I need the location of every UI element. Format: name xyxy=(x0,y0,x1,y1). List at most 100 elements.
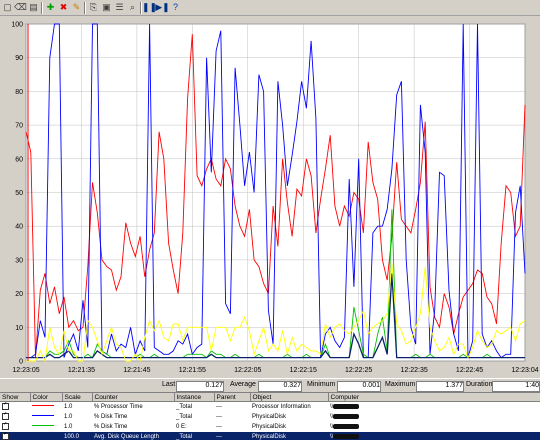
y-tick-label: 70 xyxy=(15,123,23,130)
x-tick-label: 12:21:45 xyxy=(123,367,150,374)
y-tick-label: 40 xyxy=(15,224,23,231)
toolbar-separator xyxy=(84,1,86,14)
color-swatch xyxy=(32,434,54,436)
zoom-icon[interactable]: ⌕ xyxy=(129,2,136,12)
show-checkbox[interactable] xyxy=(2,412,9,420)
computer-cell: \\ xyxy=(328,412,540,422)
scale-cell: 1.0 xyxy=(64,403,73,410)
computer-name: \\ xyxy=(330,404,334,410)
legend-row[interactable]: 1.0 % Processor Time _Total --- Processor In… xyxy=(0,402,540,413)
show-cell xyxy=(0,412,30,422)
legend-header-parent[interactable]: Parent xyxy=(214,393,251,402)
legend-row[interactable]: 1.0 % Disk Time _Total --- PhysicalDisk \\ xyxy=(0,412,540,422)
legend-header-instance[interactable]: Instance xyxy=(174,393,215,402)
redacted-computer-name xyxy=(333,434,360,439)
x-tick-label: 12:22:35 xyxy=(400,367,427,374)
series-line-2 xyxy=(26,23,526,359)
statistics-bar: Last 0.127 Average 0.327 Minimum 0.001 M… xyxy=(0,378,540,393)
y-tick-label: 20 xyxy=(15,291,23,298)
paste-counter-list-icon[interactable]: ▣ xyxy=(102,2,111,12)
help-icon[interactable]: ? xyxy=(172,2,178,12)
computer-cell: \\ xyxy=(328,402,540,413)
object-cell: PhysicalDisk xyxy=(252,423,287,430)
scale-cell: 1.0 xyxy=(64,413,73,420)
scale-cell: 100.0 xyxy=(62,432,92,440)
color-cell xyxy=(30,432,62,440)
x-tick-label: 12:22:45 xyxy=(456,367,483,374)
object-cell: Processor Information xyxy=(252,403,311,410)
color-cell xyxy=(30,412,62,422)
y-tick-label: 30 xyxy=(15,257,23,264)
show-checkbox[interactable] xyxy=(2,402,9,410)
legend-header-counter[interactable]: Counter xyxy=(92,393,175,402)
color-cell xyxy=(30,402,62,413)
y-tick-label: 10 xyxy=(15,325,23,332)
last-label: Last xyxy=(162,381,176,388)
computer-cell: \\ xyxy=(328,432,540,440)
color-cell xyxy=(30,422,62,432)
show-cell xyxy=(0,422,30,432)
toolbar-separator xyxy=(41,1,43,14)
object-cell: PhysicalDisk xyxy=(250,432,328,440)
counter-cell: % Processor Time xyxy=(94,403,143,410)
maximum-label: Maximum xyxy=(385,381,416,388)
series-line-5 xyxy=(26,263,526,363)
copy-properties-icon[interactable]: ⎘ xyxy=(89,2,98,12)
instance-cell: 0 E: xyxy=(176,423,187,430)
highlight-icon[interactable]: ✎ xyxy=(72,2,81,12)
x-tick-label: 12:21:35 xyxy=(68,367,95,374)
color-swatch xyxy=(32,424,54,426)
parent-cell: --- xyxy=(216,403,222,410)
legend-row[interactable]: 1.0 % Disk Time 0 E: --- PhysicalDisk \\ xyxy=(0,422,540,432)
object-cell: PhysicalDisk xyxy=(252,413,287,420)
y-tick-label: 80 xyxy=(15,89,23,96)
scale-cell: 1.0 xyxy=(64,423,73,430)
legend-header-object[interactable]: Object xyxy=(250,393,329,402)
legend-header-color[interactable]: Color xyxy=(30,393,63,402)
x-tick-label: 12:22:05 xyxy=(234,367,261,374)
maximum-value: 1.377 xyxy=(416,381,464,392)
series-line-4 xyxy=(26,273,525,359)
color-swatch xyxy=(32,414,54,416)
average-value: 0.327 xyxy=(258,381,302,392)
x-tick-label: 12:22:15 xyxy=(290,367,317,374)
instance-cell: _Total xyxy=(176,403,193,410)
computer-name: \\ xyxy=(330,424,334,430)
delete-counter-icon[interactable]: ✖ xyxy=(59,2,68,12)
x-tick-label: 12:23:04 xyxy=(511,367,538,374)
add-counter-icon[interactable]: ✚ xyxy=(46,2,55,12)
show-cell xyxy=(0,402,30,413)
properties-icon[interactable]: ☰ xyxy=(115,2,124,12)
y-tick-label: 60 xyxy=(15,156,23,163)
y-tick-label: 50 xyxy=(15,190,23,197)
freeze-display-icon[interactable]: ❚❚ xyxy=(141,2,158,12)
minimum-value: 0.001 xyxy=(337,381,381,392)
view-current-activity-icon[interactable]: ▤ xyxy=(29,2,38,12)
counter-cell: % Disk Time xyxy=(94,423,128,430)
color-swatch xyxy=(32,404,54,406)
legend-header-computer[interactable]: Computer xyxy=(328,393,540,402)
x-tick-label: 12:23:05 xyxy=(12,367,39,374)
legend-header-show[interactable]: Show xyxy=(0,393,31,402)
toolbar-separator xyxy=(140,1,142,14)
redacted-computer-name xyxy=(333,404,360,409)
computer-cell: \\ xyxy=(328,422,540,432)
update-data-icon[interactable]: ▶❚ xyxy=(155,2,170,12)
show-checkbox[interactable] xyxy=(2,422,9,430)
x-tick-label: 12:21:55 xyxy=(179,367,206,374)
y-tick-label: 90 xyxy=(15,55,23,62)
computer-name: \\ xyxy=(330,434,334,440)
average-label: Average xyxy=(230,381,256,388)
legend-header-row: Show Color Scale Counter Instance Parent Objec… xyxy=(0,393,540,402)
clear-display-icon[interactable]: ⌫ xyxy=(14,2,27,12)
instance-cell: _Total xyxy=(176,413,193,420)
redacted-computer-name xyxy=(333,414,360,419)
duration-value: 1:40 xyxy=(492,381,540,392)
legend-header-scale[interactable]: Scale xyxy=(62,393,93,402)
x-tick-label: 12:22:25 xyxy=(345,367,372,374)
toolbar: ▢ ⌫ ▤ ✚ ✖ ✎ ⎘ ▣ ☰ ⌕ ❚❚ ▶❚? xyxy=(0,0,540,16)
parent-cell: --- xyxy=(216,413,222,420)
new-counter-set-icon[interactable]: ▢ xyxy=(3,2,12,12)
